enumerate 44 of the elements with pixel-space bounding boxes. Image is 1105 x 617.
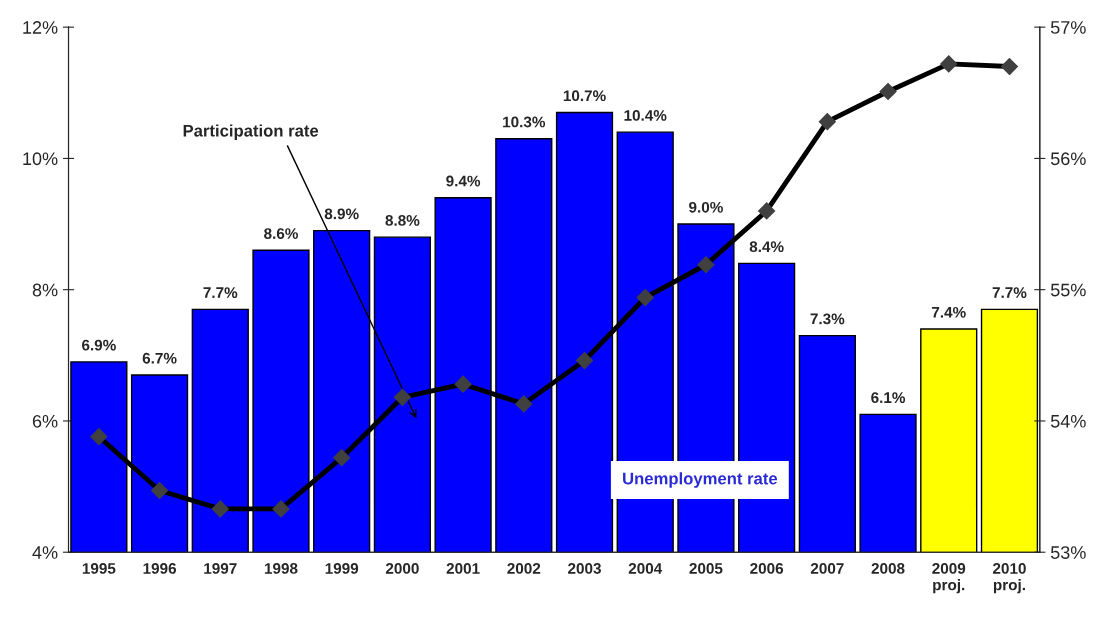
- x-tick-label: 2009 proj.: [932, 563, 966, 594]
- x-tick-label: 2005: [689, 563, 723, 574]
- x-tick-label: 2004: [628, 563, 663, 574]
- x-tick-label: 2002: [507, 563, 541, 574]
- data-label: 8.6%: [264, 228, 298, 239]
- data-label: 8.8%: [385, 215, 420, 226]
- y-tick-label: 4%: [32, 546, 58, 559]
- x-tick-label: 2003: [568, 563, 601, 574]
- data-label: 8.4%: [749, 241, 784, 253]
- x-tick-label: 1999: [325, 563, 359, 574]
- x-tick-label: 2006: [750, 563, 784, 574]
- data-label: 10.3%: [503, 116, 546, 128]
- y2-tick-label: 54%: [1050, 414, 1086, 428]
- data-label: 9.0%: [689, 201, 723, 213]
- y-tick-label: 10%: [23, 152, 58, 166]
- y-tick-label: 12%: [23, 21, 58, 34]
- y-tick-label: 8%: [32, 283, 58, 297]
- data-label: 7.7%: [992, 287, 1027, 298]
- x-tick-label: 2007: [810, 563, 844, 574]
- data-label: 7.3%: [810, 313, 845, 325]
- text: Participation rate: [183, 124, 319, 140]
- data-label: 9.4%: [446, 175, 481, 187]
- x-tick-label: 1995: [82, 563, 116, 574]
- y2-tick-label: 53%: [1050, 546, 1086, 559]
- x-tick-label: 1998: [264, 563, 298, 574]
- data-label: 7.4%: [931, 306, 966, 318]
- data-label: 7.7%: [203, 287, 238, 298]
- data-label: 10.4%: [624, 109, 667, 121]
- y2-tick-label: 56%: [1050, 152, 1086, 166]
- data-label: 8.9%: [324, 208, 359, 220]
- x-tick-label: 2001: [446, 563, 480, 574]
- x-tick-label: 1997: [204, 563, 237, 574]
- x-tick-label: 2000: [385, 563, 419, 574]
- data-label: 6.1%: [871, 392, 906, 404]
- data-label: 6.7%: [142, 352, 177, 364]
- y-tick-label: 6%: [32, 414, 58, 428]
- data-label: 6.9%: [82, 339, 116, 351]
- x-tick-label: 2010 proj.: [992, 563, 1026, 594]
- x-tick-label: 2008: [871, 563, 905, 574]
- series-label: Unemployment rate: [623, 472, 778, 488]
- y2-tick-label: 57%: [1050, 21, 1086, 34]
- data-label: 10.7%: [563, 90, 606, 102]
- x-tick-label: 1996: [143, 563, 177, 574]
- y2-tick-label: 55%: [1050, 283, 1086, 297]
